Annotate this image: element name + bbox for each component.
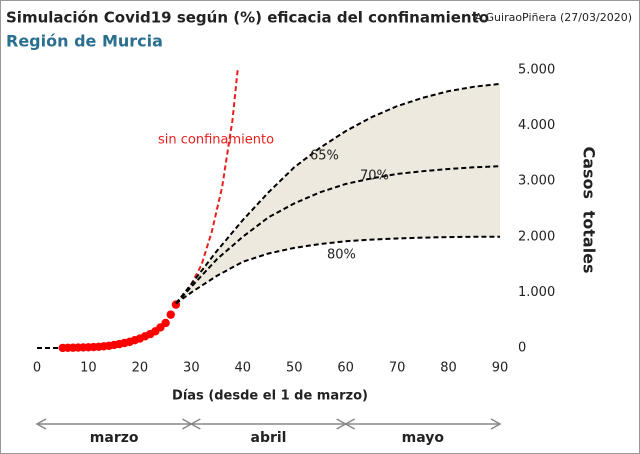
series-label: sin confinamiento (158, 133, 274, 148)
x-tick-label: 80 (440, 361, 457, 376)
arrow-head (35, 418, 47, 430)
data-point (161, 318, 170, 328)
arrow-head (490, 418, 502, 430)
period-label: mayo (402, 430, 445, 446)
x-tick-label: 30 (183, 361, 200, 376)
data-point (166, 310, 175, 319)
author: A.GuiraoPiñera (27/03/2020) (475, 11, 632, 24)
y-tick-label: 5.000 (518, 63, 555, 78)
x-axis-label: Días (desde el 1 de marzo) (172, 389, 368, 404)
line (175, 82, 501, 305)
y-tick-label: 3.000 (518, 174, 555, 189)
x-tick-label: 90 (492, 361, 509, 376)
x-tick-label: 50 (286, 361, 303, 376)
arrow-head (189, 418, 201, 430)
chart-title: Simulación Covid19 según (%) eficacia de… (6, 9, 489, 27)
x-tick-label: 0 (33, 361, 41, 376)
y-tick-label: 2.000 (518, 229, 555, 244)
x-tick-label: 10 (80, 361, 97, 376)
x-tick-label: 40 (235, 361, 252, 376)
period-label: abril (251, 430, 287, 446)
y-tick-label: 0 (518, 341, 526, 356)
chart-subtitle: Región de Murcia (6, 32, 163, 51)
series-label: 65% (310, 149, 339, 164)
range-band (175, 83, 500, 304)
line (175, 165, 501, 305)
series-label: 70% (360, 169, 389, 184)
x-tick-label: 20 (132, 361, 149, 376)
y-axis-label: Casos totales (580, 146, 599, 273)
y-tick-label: 4.000 (518, 118, 555, 133)
series-label: 80% (327, 248, 356, 263)
arrow-head (344, 418, 356, 430)
x-tick-label: 60 (337, 361, 354, 376)
y-tick-label: 1.000 (518, 285, 555, 300)
line (175, 235, 500, 305)
period-label: marzo (90, 430, 139, 446)
x-tick-label: 70 (389, 361, 406, 376)
